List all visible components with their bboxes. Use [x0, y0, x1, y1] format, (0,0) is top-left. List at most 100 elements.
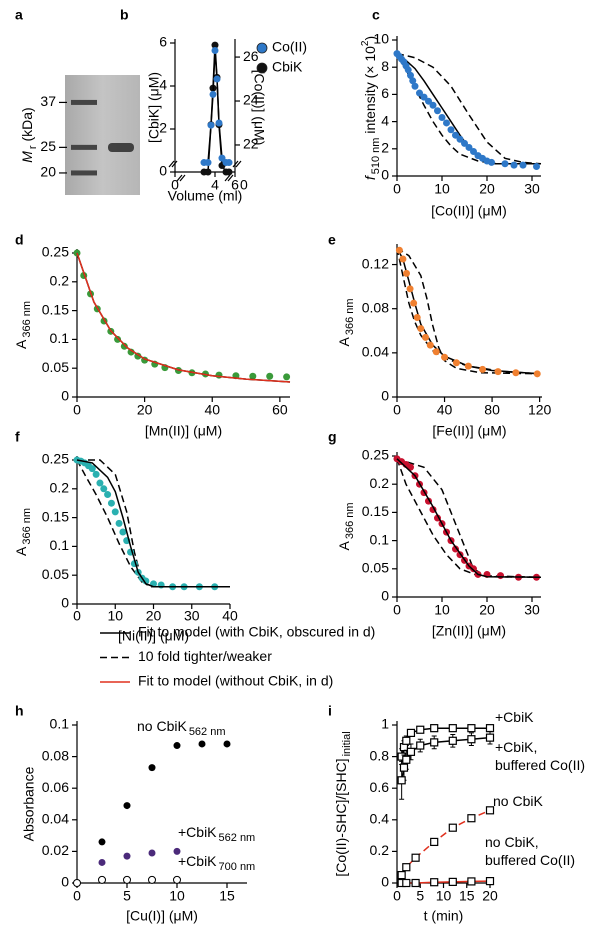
point [467, 814, 476, 823]
y-tick-label: 0 [61, 874, 69, 890]
point [406, 747, 416, 756]
y-tick-label: 0.08 [362, 299, 389, 315]
x-tick-label: 0 [73, 608, 81, 624]
x-tick-label: 4 [211, 177, 219, 193]
point [148, 764, 156, 772]
sample-band [108, 143, 134, 152]
y-tick-label: 0.05 [42, 566, 69, 582]
y-tick-label: 10 [373, 31, 389, 47]
point [452, 131, 459, 139]
point [452, 359, 460, 367]
axis-break [227, 174, 234, 182]
point [399, 763, 409, 772]
x-tick-label: 30 [524, 181, 540, 197]
series-annotation-part: 562 nm [189, 726, 226, 738]
legend-label: Fit to model (with CbiK, obscured in d) [138, 624, 375, 640]
point [420, 93, 428, 101]
point [409, 77, 417, 85]
point [430, 724, 439, 733]
y-axis-label-part: A [336, 541, 352, 551]
series-annotation-part: buffered Co(II) [495, 757, 585, 773]
x-axis-label: [Fe(II)] (μM) [432, 423, 506, 439]
point [426, 341, 434, 349]
y-tick-label: 0 [381, 388, 389, 404]
point [111, 508, 119, 516]
y-tick-label: 0 [61, 595, 69, 611]
point [411, 853, 420, 862]
line [204, 50, 229, 164]
y-tick-label: 0.15 [42, 508, 69, 524]
series-annotation-part: +CbiK [178, 853, 217, 869]
y2-break-label: 0 [240, 177, 248, 193]
point [283, 373, 291, 381]
point [100, 485, 108, 493]
x-tick-label: 15 [459, 888, 475, 904]
point [411, 878, 420, 888]
y-axis-label-part: 366 nm [21, 508, 33, 545]
point [107, 499, 115, 507]
y-tick-label: 37 [40, 93, 56, 109]
point [411, 82, 419, 90]
x-tick-label: 60 [272, 402, 288, 418]
x-tick-label: 40 [437, 402, 453, 418]
point [533, 162, 540, 170]
y-tick-label: 0.25 [42, 451, 69, 467]
point [120, 342, 128, 350]
x-tick-label: 40 [222, 608, 238, 624]
y-axis-label: Mr (kDa) [19, 107, 39, 162]
y-tick-label: 0.06 [42, 779, 69, 795]
line [76, 252, 291, 383]
y-tick-label: 0.1 [50, 330, 70, 346]
dashed-line [396, 458, 542, 579]
legend-label: Fit to model (without CbiK, in d) [138, 673, 333, 689]
x-axis-label: [Cu(I)] (μM) [126, 908, 198, 924]
series-annotation: +CbiK, buffered Co(II) [495, 739, 585, 773]
x-tick-label: 5 [123, 888, 131, 904]
series-annotation-part: buffered Co(II) [485, 852, 575, 868]
point [173, 875, 181, 884]
point [98, 875, 106, 884]
x-tick-label: 0 [73, 888, 81, 904]
y-axis-label: Absorbance [21, 766, 37, 841]
x-tick-label: 5 [416, 888, 424, 904]
point [434, 107, 441, 115]
y-tick-label: 0.1 [50, 537, 70, 553]
point [402, 863, 411, 872]
y-tick-label: 4 [159, 77, 167, 93]
y-tick-label: 0.04 [362, 344, 389, 360]
series-annotation-part: 562 nm [219, 832, 256, 844]
legend-label: Co(II) [272, 39, 307, 55]
point [225, 159, 233, 167]
point [452, 545, 459, 553]
panel-letter: h [15, 703, 24, 719]
panel-letter: d [15, 232, 24, 248]
point [461, 139, 468, 147]
point [198, 740, 206, 748]
dashed-line [396, 52, 542, 165]
point [225, 168, 233, 176]
point [92, 470, 100, 478]
y-axis-label-part: 510 nm [370, 138, 382, 175]
point [519, 161, 527, 169]
point [402, 736, 411, 745]
point [213, 75, 221, 83]
dashed-line [400, 809, 491, 876]
point [430, 837, 439, 847]
y-tick-label: 0.8 [370, 747, 390, 763]
x-tick-label: 120 [528, 402, 552, 418]
point [397, 776, 406, 785]
point [119, 528, 127, 536]
legend-marker [256, 42, 268, 54]
point [223, 740, 231, 748]
x-tick-label: 0 [171, 177, 179, 193]
x-tick-label: 30 [184, 608, 200, 624]
x-tick-label: 20 [137, 402, 153, 418]
point [215, 371, 223, 379]
y-tick-label: 0.05 [362, 560, 389, 576]
series-annotation: no CbiK, buffered Co(II) [485, 834, 575, 868]
x-axis-label: [Zn(II)] (μM) [432, 623, 506, 639]
x-tick-label: 10 [436, 888, 452, 904]
y-tick-label: 0.08 [42, 747, 69, 763]
point [485, 806, 495, 815]
y-tick-label: 0.15 [42, 301, 69, 317]
